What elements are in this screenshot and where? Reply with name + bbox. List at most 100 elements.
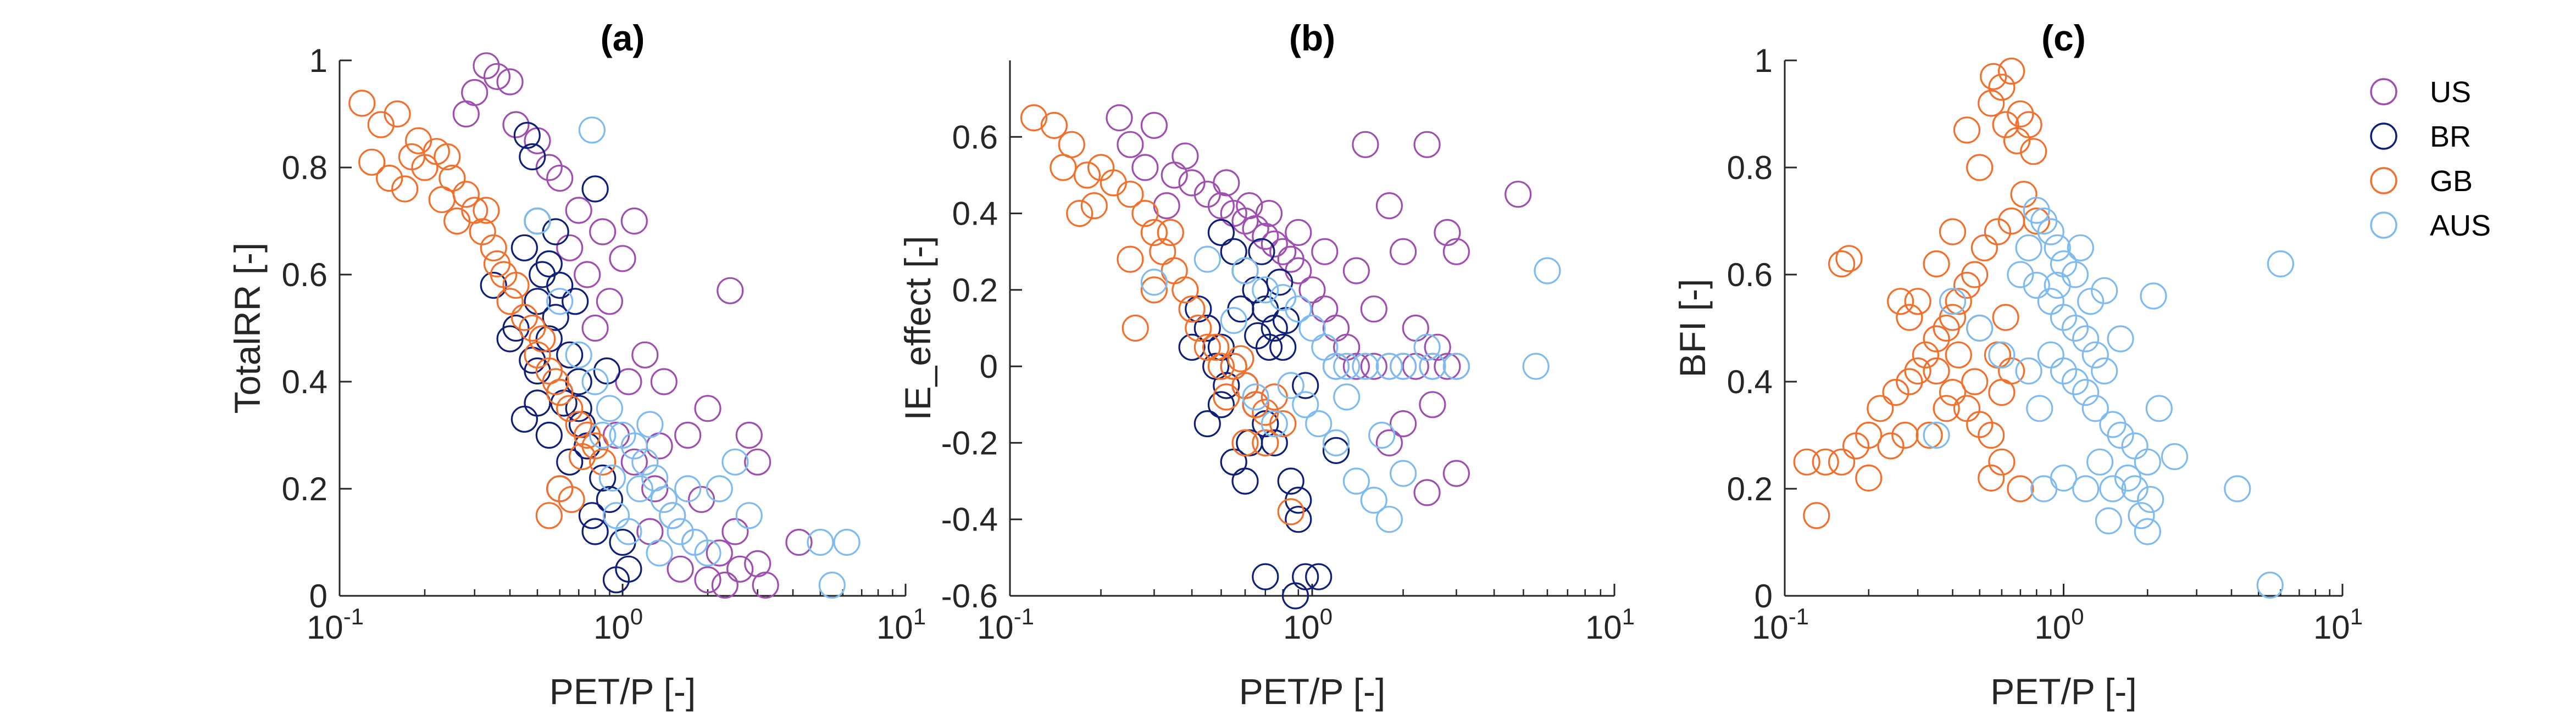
data-point-gb	[1953, 395, 1981, 422]
data-point-us	[1255, 200, 1283, 227]
data-point-gb	[1992, 304, 2019, 331]
y-tick-label: -0.6	[941, 578, 998, 615]
data-point-gb	[1080, 192, 1108, 220]
data-point-aus	[1305, 410, 1333, 438]
data-point-br	[1277, 467, 1304, 495]
data-point-aus	[2015, 357, 2042, 385]
data-point-gb	[1966, 411, 1994, 438]
data-point-aus	[2137, 485, 2164, 513]
data-point-gb	[1896, 304, 1923, 331]
panel-c: 10-1 100 101 0 0.2 0.4 0.6 0.8 1 (c) PET/P [-] BFI …	[1672, 18, 2363, 712]
data-point-gb	[1984, 218, 2011, 245]
data-point-gb	[1988, 74, 2016, 101]
data-point-gb	[1231, 429, 1259, 457]
data-point-us	[546, 164, 574, 192]
data-point-aus	[2030, 475, 2058, 502]
data-point-us	[496, 68, 524, 96]
data-point-br	[596, 485, 624, 513]
x-tick-label: 100	[593, 604, 643, 646]
data-point-us	[1360, 295, 1387, 323]
data-point-aus	[1390, 353, 1417, 380]
panel-b: 10-1 100 101 -0.6 -0.4 -0.2 0 0.2 0.4 0.6 (b) PET/P…	[897, 18, 1635, 712]
data-point-us	[1375, 192, 1403, 220]
data-point-gb	[1988, 448, 2016, 476]
y-tick-label: 0.4	[1727, 364, 1773, 400]
data-point-aus	[2081, 395, 2109, 422]
y-axis-label: IE_effect [-]	[897, 236, 938, 420]
data-point-gb	[1916, 421, 1943, 449]
y-axis-label: BFI [-]	[1672, 279, 1713, 378]
x-tick-label: 101	[876, 604, 926, 646]
data-point-aus	[818, 571, 846, 599]
data-point-aus	[631, 448, 659, 476]
data-point-aus	[706, 475, 733, 502]
data-point-br	[496, 325, 524, 353]
data-point-br	[513, 121, 541, 149]
data-point-aus	[2037, 288, 2064, 315]
data-point-aus	[2050, 304, 2078, 331]
data-point-gb	[574, 421, 601, 449]
data-point-gb	[1933, 314, 1960, 342]
data-point-us	[641, 475, 669, 502]
data-point-us	[1390, 410, 1417, 438]
data-point-gb	[1992, 111, 2019, 138]
legend-marker-br	[2370, 122, 2397, 150]
data-point-gb	[519, 314, 546, 342]
data-point-us	[1360, 353, 1387, 380]
data-point-aus	[1261, 410, 1288, 438]
data-point-gb	[1978, 421, 2005, 449]
y-tick-label: 0.6	[1727, 256, 1773, 293]
data-point-aus	[1333, 383, 1361, 411]
data-point-gb	[529, 325, 556, 353]
data-point-us	[1231, 207, 1259, 235]
y-tick-label: 0	[980, 348, 998, 385]
data-point-us	[1434, 219, 1461, 246]
data-point-aus	[1522, 353, 1550, 380]
data-point-gb	[1855, 464, 1883, 492]
data-point-aus	[1939, 288, 1967, 315]
legend-marker-aus	[2370, 211, 2397, 239]
data-point-aus	[1342, 467, 1370, 495]
data-point-gb	[1980, 63, 2007, 90]
data-point-gb	[1140, 276, 1168, 304]
data-point-aus	[1923, 421, 1950, 449]
data-point-us	[1322, 314, 1350, 342]
data-point-us	[1213, 169, 1240, 197]
data-point-us	[574, 261, 601, 288]
data-point-br	[565, 368, 592, 395]
data-point-aus	[2140, 282, 2167, 310]
data-point-gb	[1882, 378, 1909, 406]
data-point-gb	[1122, 314, 1149, 342]
legend-label-aus: AUS	[2430, 209, 2491, 242]
y-tick-label: -0.4	[941, 501, 998, 538]
data-point-br	[1178, 333, 1206, 361]
data-point-gb	[1904, 288, 1931, 315]
data-point-aus	[1322, 353, 1350, 380]
data-point-gb	[391, 175, 419, 203]
data-point-aus	[2224, 475, 2251, 502]
x-tick-label: 101	[1585, 604, 1635, 646]
legend-marker-us	[2370, 78, 2397, 105]
data-point-aus	[1333, 353, 1361, 380]
data-point-gb	[1117, 181, 1144, 208]
data-point-gb	[2003, 127, 2031, 154]
data-point-gb	[1040, 111, 1068, 139]
data-point-br	[1252, 410, 1279, 438]
data-point-br	[519, 143, 546, 171]
data-point-us	[473, 52, 500, 80]
data-point-br	[578, 502, 606, 529]
data-point-gb	[480, 234, 507, 261]
data-point-gb	[565, 411, 592, 438]
data-point-br	[529, 261, 556, 288]
data-point-gb	[1277, 498, 1304, 526]
data-point-gb	[1242, 391, 1269, 418]
x-axis-label: PET/P [-]	[1239, 671, 1386, 712]
data-point-gb	[1988, 378, 2016, 406]
data-point-aus	[596, 395, 624, 422]
data-point-gb	[546, 378, 574, 406]
data-point-aus	[2134, 518, 2161, 545]
data-point-aus	[1375, 506, 1403, 533]
data-point-aus	[1277, 372, 1304, 399]
data-point-gb	[404, 127, 432, 154]
data-point-aus	[2067, 234, 2094, 261]
